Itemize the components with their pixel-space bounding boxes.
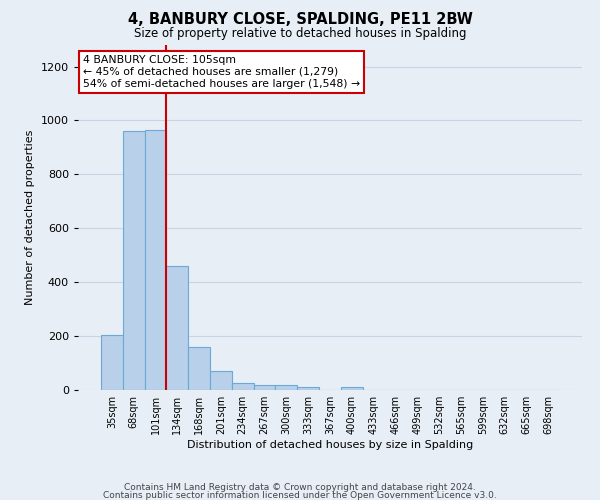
Bar (210, 371, 232, 390)
Bar (275, 385, 297, 390)
Text: Size of property relative to detached houses in Spalding: Size of property relative to detached ho… (134, 28, 466, 40)
Y-axis label: Number of detached properties: Number of detached properties (25, 130, 35, 305)
Text: 4 BANBURY CLOSE: 105sqm
← 45% of detached houses are smaller (1,279)
54% of semi: 4 BANBURY CLOSE: 105sqm ← 45% of detache… (83, 56, 360, 88)
Text: 4, BANBURY CLOSE, SPALDING, PE11 2BW: 4, BANBURY CLOSE, SPALDING, PE11 2BW (128, 12, 472, 28)
Bar (254, 385, 275, 390)
Text: Contains public sector information licensed under the Open Government Licence v3: Contains public sector information licen… (103, 491, 497, 500)
Bar (145, 130, 166, 390)
Bar (297, 387, 319, 390)
Bar (188, 348, 210, 390)
Bar (101, 334, 123, 390)
Bar (232, 384, 254, 390)
Text: Contains HM Land Registry data © Crown copyright and database right 2024.: Contains HM Land Registry data © Crown c… (124, 484, 476, 492)
Bar (166, 266, 188, 390)
X-axis label: Distribution of detached houses by size in Spalding: Distribution of detached houses by size … (187, 440, 473, 450)
Bar (341, 387, 363, 390)
Bar (123, 131, 145, 390)
